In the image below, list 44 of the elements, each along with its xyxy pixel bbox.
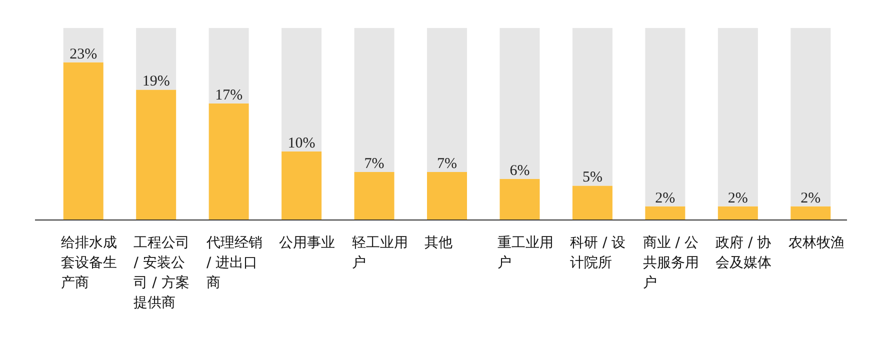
bar — [282, 28, 322, 152]
bar — [354, 28, 394, 172]
data-label: 2% — [728, 190, 748, 206]
bar — [718, 206, 758, 220]
bar — [645, 28, 686, 206]
bar — [136, 28, 176, 90]
bar — [500, 178, 540, 220]
bar — [427, 28, 467, 172]
data-label: 2% — [800, 190, 821, 206]
bar — [718, 28, 758, 206]
x-tick-label: 工程公司 / 安装公司 / 方案提供商 — [134, 235, 190, 311]
data-label: 2% — [655, 190, 676, 206]
bar — [63, 62, 104, 220]
bar — [790, 206, 831, 220]
bar — [645, 206, 686, 220]
data-label: 10% — [288, 135, 316, 152]
bar — [63, 28, 104, 62]
x-tick-label: 给排水成套设备生产商 — [61, 235, 117, 291]
bar — [282, 151, 322, 220]
x-tick-label: 商业 / 公共服务用户 — [642, 235, 699, 291]
data-label: 7% — [437, 156, 457, 172]
bar — [427, 172, 467, 220]
bar — [572, 186, 612, 220]
data-label: 17% — [215, 87, 243, 104]
x-tick-label: 农林牧渔 — [788, 235, 844, 251]
bar — [500, 28, 540, 179]
bar — [790, 28, 831, 206]
data-label: 23% — [70, 46, 98, 62]
bar — [208, 103, 249, 220]
bar — [572, 28, 612, 186]
data-label: 6% — [510, 162, 530, 179]
bar — [208, 28, 249, 104]
x-tick-label: 政府 / 协会及媒体 — [716, 235, 772, 271]
x-tick-label: 轻工业用户 — [352, 235, 408, 271]
data-label: 7% — [364, 156, 384, 172]
data-label: 19% — [142, 74, 170, 90]
x-tick-label: 重工业用户 — [497, 235, 554, 271]
bar — [136, 90, 176, 220]
data-label: 5% — [582, 170, 602, 186]
bar — [354, 172, 394, 220]
x-tick-label: 科研 / 设计院所 — [570, 235, 626, 271]
x-tick-label: 其他 — [424, 235, 453, 251]
x-tick-label: 代理经销 / 进出口商 — [205, 235, 262, 291]
x-tick-label: 公用事业 — [279, 235, 336, 251]
